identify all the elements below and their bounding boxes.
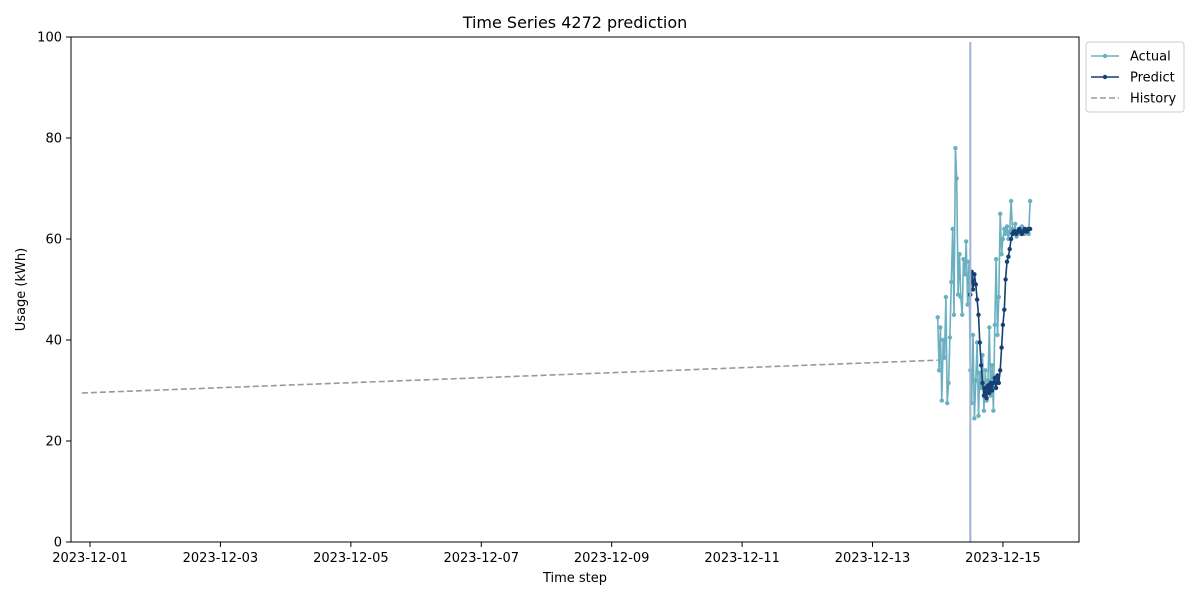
point-predict (976, 312, 981, 317)
point-predict (1008, 236, 1014, 242)
point-predict (989, 388, 995, 393)
point-predict (993, 385, 999, 391)
point-actual (1013, 221, 1018, 227)
point-actual (935, 315, 940, 320)
point-actual (953, 145, 958, 151)
point-actual (1027, 198, 1033, 204)
x-tick-label: 2023-12-15 (965, 551, 1041, 566)
point-predict (1027, 226, 1033, 232)
point-predict (1002, 307, 1007, 312)
point-predict (999, 345, 1004, 350)
legend: Actual Predict History (1085, 41, 1185, 113)
point-actual (964, 239, 969, 244)
axes: 0 20 40 60 80 100 2023-12-01 2023-12-03 2023-12-… (37, 31, 1041, 567)
point-actual (945, 400, 950, 406)
point-actual (998, 211, 1003, 216)
point-actual (951, 312, 957, 317)
point-actual (999, 252, 1004, 257)
point-actual (976, 413, 981, 418)
point-predict (996, 380, 1001, 386)
y-tick-label: 80 (45, 132, 62, 147)
x-tick-label: 2023-12-03 (183, 551, 259, 566)
legend-marker-actual (1102, 53, 1108, 59)
point-predict (980, 380, 985, 386)
point-actual (947, 335, 953, 340)
point-actual (939, 398, 944, 403)
y-tick-label: 0 (54, 536, 62, 551)
y-tick-label: 60 (45, 233, 62, 248)
point-actual (1008, 198, 1014, 204)
point-predict (1006, 254, 1011, 259)
x-tick-label: 2023-12-01 (52, 551, 128, 566)
point-actual (941, 337, 946, 343)
point-actual (1003, 231, 1008, 237)
point-predict (973, 282, 978, 287)
y-axis-label: Usage (kWh) (14, 248, 29, 331)
x-tick-label: 2023-12-07 (443, 551, 519, 566)
point-actual (954, 176, 959, 181)
point-predict (977, 340, 982, 345)
point-predict (991, 380, 996, 386)
point-actual (946, 380, 951, 386)
point-actual (996, 294, 1001, 300)
legend-label-predict: Predict (1130, 71, 1175, 86)
point-actual (981, 408, 987, 413)
point-predict (1003, 277, 1008, 282)
point-actual (972, 416, 977, 421)
point-actual (950, 226, 955, 232)
legend-box (1085, 41, 1185, 113)
point-actual (993, 257, 999, 262)
y-tick-label: 100 (37, 31, 62, 46)
x-tick-label: 2023-12-13 (835, 551, 911, 566)
point-actual (973, 378, 978, 383)
point-actual (958, 294, 963, 300)
plot-area (81, 42, 1033, 542)
point-actual (949, 279, 954, 285)
x-axis-label: Time step (542, 571, 607, 586)
point-predict (987, 390, 992, 396)
point-actual (960, 312, 965, 317)
point-predict (1004, 259, 1010, 264)
series-line-history (81, 359, 938, 394)
point-predict (998, 368, 1003, 373)
point-predict (984, 395, 989, 401)
point-actual (961, 257, 966, 262)
x-tick-label: 2023-12-11 (704, 551, 780, 566)
point-actual (936, 368, 942, 373)
point-predict (974, 297, 980, 302)
point-predict (972, 272, 977, 277)
point-actual (989, 363, 995, 368)
y-tick-label: 20 (45, 435, 62, 450)
point-actual (962, 272, 968, 277)
point-actual (943, 294, 949, 300)
point-predict (979, 363, 984, 368)
legend-label-actual: Actual (1130, 50, 1171, 65)
legend-label-history: History (1130, 92, 1177, 107)
point-predict (995, 373, 1000, 378)
point-actual (1004, 224, 1010, 229)
point-actual (983, 368, 988, 373)
point-actual (942, 355, 947, 360)
x-tick-label: 2023-12-05 (313, 551, 389, 566)
y-tick-label: 40 (45, 334, 62, 349)
point-predict (1000, 322, 1006, 328)
chart-title: Time Series 4272 prediction (462, 13, 688, 32)
point-predict (1007, 246, 1012, 252)
point-actual (992, 322, 997, 328)
x-tick-label: 2023-12-09 (574, 551, 650, 566)
point-actual (965, 302, 970, 307)
point-actual (957, 252, 962, 257)
point-actual (991, 408, 996, 413)
point-actual (938, 325, 943, 330)
plot-frame (70, 36, 1080, 543)
point-actual (995, 332, 1000, 338)
legend-marker-predict (1102, 74, 1108, 80)
point-actual (1000, 236, 1006, 242)
point-predict (970, 287, 976, 292)
point-actual (987, 325, 992, 330)
point-actual (970, 332, 976, 338)
